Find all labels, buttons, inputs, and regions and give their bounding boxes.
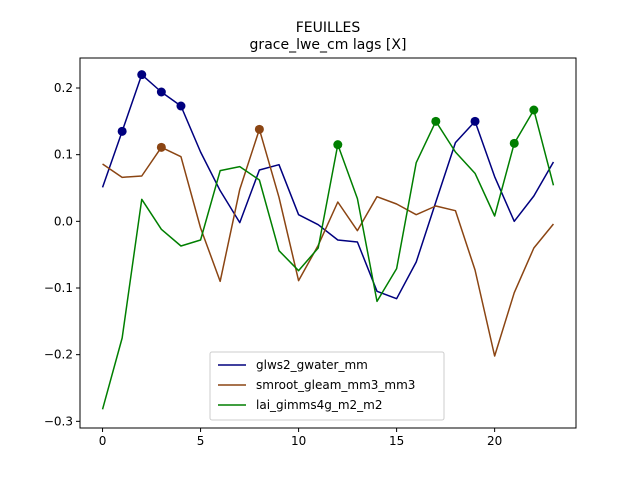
x-tick-label: 20: [487, 434, 502, 448]
highlight-marker: [137, 70, 147, 80]
series-line: [101, 73, 555, 300]
series-glws2_gwater_mm: [101, 70, 555, 300]
legend-items: glws2_gwater_mm smroot_gleam_mm3_mm3 lai_g…: [218, 358, 415, 412]
chart-title: FEUILLES: [296, 20, 361, 36]
highlight-marker: [254, 124, 264, 134]
y-axis: −0.3 −0.2 −0.1 0.0 0.1 0.2: [44, 81, 80, 428]
x-tick-label: 0: [99, 434, 107, 448]
y-tick-label: 0.2: [54, 81, 73, 95]
x-axis: 0 5 10 15 20: [99, 428, 502, 448]
y-tick-label: −0.1: [44, 281, 73, 295]
y-tick-label: −0.3: [44, 414, 73, 428]
y-tick-label: 0.1: [54, 148, 73, 162]
series-lai_gimms4g_m2_m2: [101, 105, 555, 410]
highlight-marker: [156, 142, 166, 152]
series-line: [101, 109, 555, 410]
highlight-marker: [176, 101, 186, 111]
highlight-marker: [509, 138, 519, 148]
highlight-marker: [470, 116, 480, 126]
highlight-marker: [156, 87, 166, 97]
highlight-marker: [117, 126, 127, 136]
highlight-marker: [431, 116, 441, 126]
series-layer: [101, 70, 555, 410]
y-tick-label: 0.0: [54, 214, 73, 228]
chart-subtitle: grace_lwe_cm lags [X]: [250, 37, 407, 53]
highlight-marker: [529, 105, 539, 115]
legend-box: [209, 351, 445, 421]
legend-label: smroot_gleam_mm3_mm3: [256, 378, 415, 392]
y-tick-label: −0.2: [44, 348, 73, 362]
x-tick-label: 10: [291, 434, 306, 448]
legend-label: glws2_gwater_mm: [256, 358, 368, 372]
x-tick-label: 5: [197, 434, 205, 448]
plot-area-frame: [79, 57, 577, 429]
legend: glws2_gwater_mm smroot_gleam_mm3_mm3 lai_g…: [209, 351, 445, 421]
series-line: [102, 128, 555, 357]
x-tick-label: 15: [389, 434, 404, 448]
legend-label: lai_gimms4g_m2_m2: [256, 398, 383, 412]
highlight-marker: [333, 140, 343, 150]
series-smroot_gleam_mm3_mm3: [102, 124, 555, 357]
